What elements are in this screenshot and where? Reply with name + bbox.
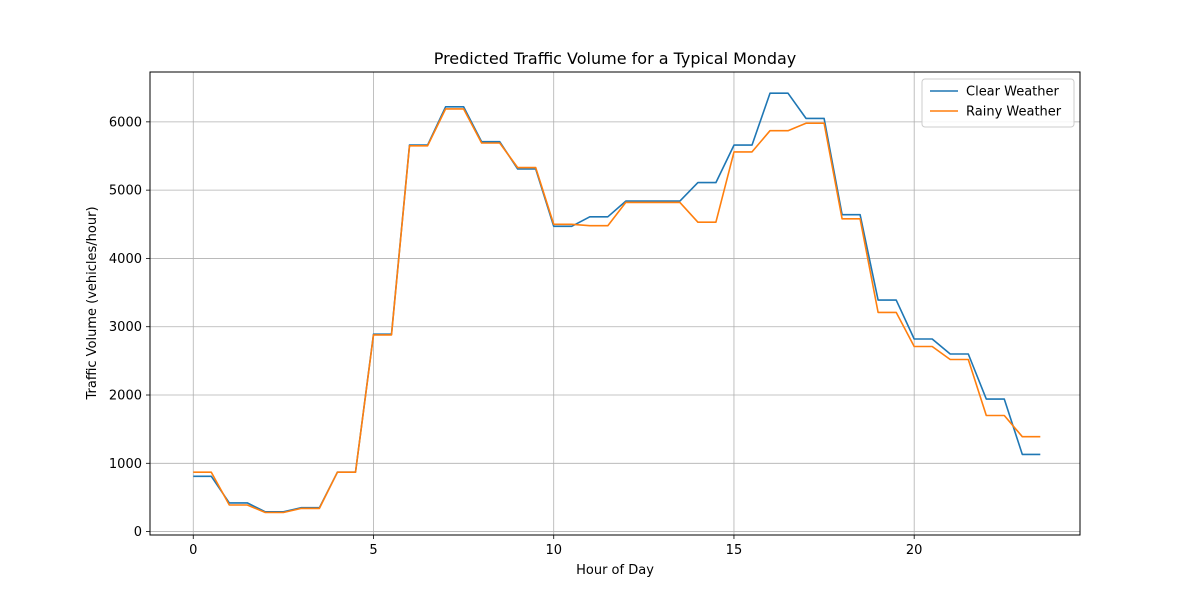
y-tick-label: 6000 [109,115,142,130]
y-tick-label: 4000 [109,252,142,267]
x-tick-label: 20 [906,543,923,558]
x-tick-label: 10 [545,543,562,558]
x-tick-label: 5 [369,543,377,558]
legend-label-clear-weather: Clear Weather [966,85,1060,100]
y-tick-label: 1000 [109,457,142,472]
x-axis: 0 5 10 15 20 [189,535,922,558]
y-tick-label: 0 [134,525,142,540]
x-tick-label: 15 [726,543,743,558]
chart-title: Predicted Traffic Volume for a Typical M… [434,49,797,68]
legend-box [921,78,1075,128]
x-tick-label: 0 [189,543,197,558]
legend-label-rainy-weather: Rainy Weather [966,105,1062,120]
y-axis: 0 1000 2000 3000 4000 5000 6000 [109,115,150,540]
grid [150,72,1080,535]
y-tick-label: 2000 [109,389,142,404]
legend: Clear Weather Rainy Weather [921,78,1075,128]
plot-frame [149,71,1081,536]
series-lines [193,92,1041,514]
y-tick-label: 5000 [109,184,142,199]
x-axis-label: Hour of Day [576,563,654,578]
y-tick-label: 3000 [109,320,142,335]
series-line-rainy-weather [193,108,1041,514]
y-axis-label: Traffic Volume (vehicles/hour) [85,206,100,400]
